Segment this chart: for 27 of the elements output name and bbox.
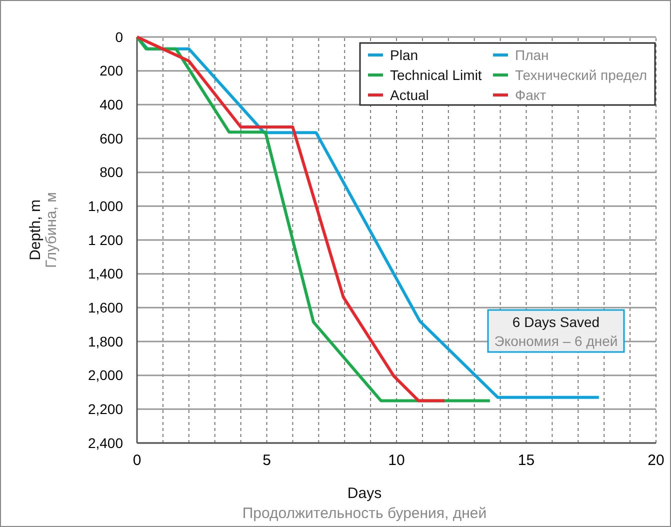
y-tick-label: 200	[100, 62, 124, 79]
y-tick-label: 2,400	[88, 434, 124, 451]
legend-label: Actual	[390, 86, 429, 103]
annotation: 6 Days Saved Экономия – 6 дней	[494, 314, 618, 349]
y-tick-label: 400	[100, 96, 124, 113]
x-axis-title: Days Продолжительность бурения, дней	[242, 485, 487, 522]
legend-label: Technical Limit	[390, 66, 482, 83]
x-tick-label: 5	[262, 452, 271, 469]
y-tick-label: 2,200	[88, 401, 124, 418]
x-tick-label: 10	[388, 452, 405, 469]
legend-label: Plan	[390, 46, 418, 63]
y-tick-label: 2,000	[88, 367, 124, 384]
y-tick-label: 800	[100, 164, 124, 180]
x-tick-label: 20	[648, 452, 664, 469]
y-tick-label: 1,000	[88, 198, 124, 214]
annotation: Технический предел	[515, 66, 648, 83]
x-tick-label: 15	[518, 452, 535, 469]
annotation: Факт	[515, 86, 547, 103]
y-tick-label: 0	[115, 28, 124, 45]
y-tick-label: 1,400	[88, 266, 124, 282]
y-tick-label: 1 200	[88, 232, 124, 248]
y-axis-title: Depth, m Глубина, м	[27, 192, 60, 268]
x-tick-label: 0	[132, 452, 142, 469]
y-tick-label: 1,800	[88, 333, 124, 350]
annotation: План	[515, 46, 549, 63]
y-tick-label: 600	[100, 130, 124, 146]
y-tick-label: 1,600	[88, 300, 124, 316]
